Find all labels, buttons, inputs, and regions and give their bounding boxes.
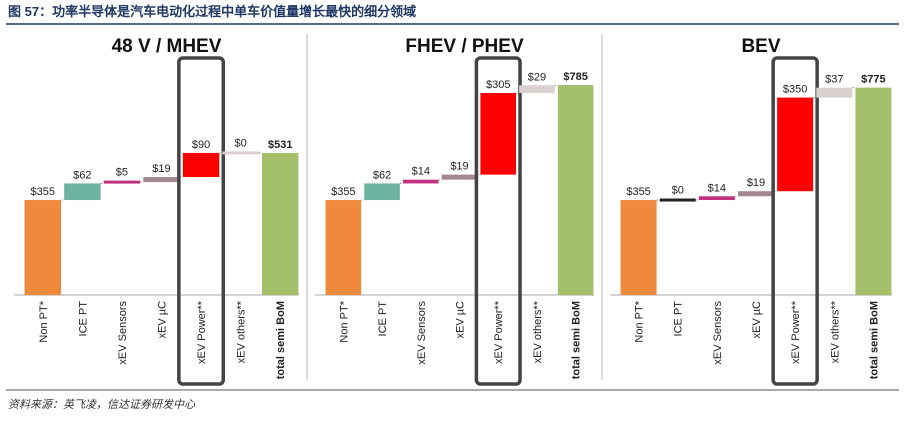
figure-title: 图 57：功率半导体是汽车电动化过程中单车价值量增长最快的细分领域 xyxy=(8,4,416,19)
chart-title: BEV xyxy=(741,36,780,57)
bar xyxy=(620,200,657,295)
x-tick-label: xEV Power** xyxy=(196,300,208,364)
value-label: $29 xyxy=(528,71,546,83)
x-tick-label: xEV others** xyxy=(829,300,841,363)
x-tick-label: ICE PT xyxy=(673,301,685,337)
bar xyxy=(64,183,101,201)
bar xyxy=(855,87,892,295)
value-label: $355 xyxy=(331,186,355,198)
bar xyxy=(103,180,141,184)
x-tick-label: Non PT* xyxy=(338,300,350,342)
value-label: $19 xyxy=(152,163,170,175)
chart-title: FHEV / PHEV xyxy=(405,36,524,57)
highlight-box xyxy=(771,56,819,386)
bar xyxy=(222,151,259,155)
x-tick-label: xEV Sensors xyxy=(117,301,129,365)
value-label: $350 xyxy=(783,84,807,96)
value-label: $37 xyxy=(825,74,843,86)
value-label: $19 xyxy=(450,161,468,173)
bar xyxy=(480,93,517,175)
x-tick-label: ICE PT xyxy=(377,301,389,337)
bar xyxy=(737,191,775,197)
value-label: $5 xyxy=(116,167,128,179)
value-label: $90 xyxy=(192,139,210,151)
x-tick-label: total semi BoM xyxy=(571,301,583,379)
value-label: $0 xyxy=(235,137,247,149)
bar xyxy=(557,85,594,295)
value-label: $531 xyxy=(268,139,292,151)
bar xyxy=(325,200,362,295)
highlight-box xyxy=(177,56,226,386)
bar xyxy=(777,97,814,192)
x-tick-label: xEV Power** xyxy=(790,300,802,364)
x-tick-label: Non PT* xyxy=(38,300,50,342)
x-tick-label: ICE PT xyxy=(77,301,89,337)
value-label: $62 xyxy=(73,169,91,181)
bar xyxy=(364,183,400,201)
value-label: $14 xyxy=(708,182,726,194)
x-tick-label: xEV Sensors xyxy=(416,301,428,365)
x-tick-label: xEV µC xyxy=(157,301,169,339)
bar xyxy=(441,174,478,180)
source: 资料来源：英飞凌，信达证券研发中心 xyxy=(8,398,196,411)
value-label: $14 xyxy=(412,166,430,178)
bar xyxy=(698,196,735,201)
x-tick-label: Non PT* xyxy=(634,300,646,342)
value-label: $62 xyxy=(373,169,391,181)
value-label: $0 xyxy=(672,185,684,197)
bar xyxy=(143,177,180,183)
value-label: $355 xyxy=(31,186,55,198)
x-tick-label: xEV Sensors xyxy=(712,301,724,365)
value-label: $775 xyxy=(861,74,885,86)
bar xyxy=(262,152,299,295)
value-label: $19 xyxy=(747,177,765,189)
bar xyxy=(816,87,853,98)
bar xyxy=(519,85,555,94)
x-tick-label: xEV µC xyxy=(455,301,467,339)
bar xyxy=(24,200,61,295)
x-tick-label: xEV others** xyxy=(532,300,544,363)
chart-title: 48 V / MHEV xyxy=(112,36,222,57)
x-tick-label: xEV Power** xyxy=(493,300,505,364)
x-tick-label: total semi BoM xyxy=(275,301,287,379)
value-label: $355 xyxy=(626,186,650,198)
bar xyxy=(659,198,696,202)
x-tick-label: xEV others** xyxy=(236,300,248,363)
bar xyxy=(402,179,439,184)
x-tick-label: total semi BoM xyxy=(868,301,880,379)
x-tick-label: xEV µC xyxy=(751,301,763,339)
highlight-box xyxy=(474,56,522,386)
value-label: $305 xyxy=(486,79,510,91)
bar xyxy=(182,152,220,178)
value-label: $785 xyxy=(563,71,587,83)
